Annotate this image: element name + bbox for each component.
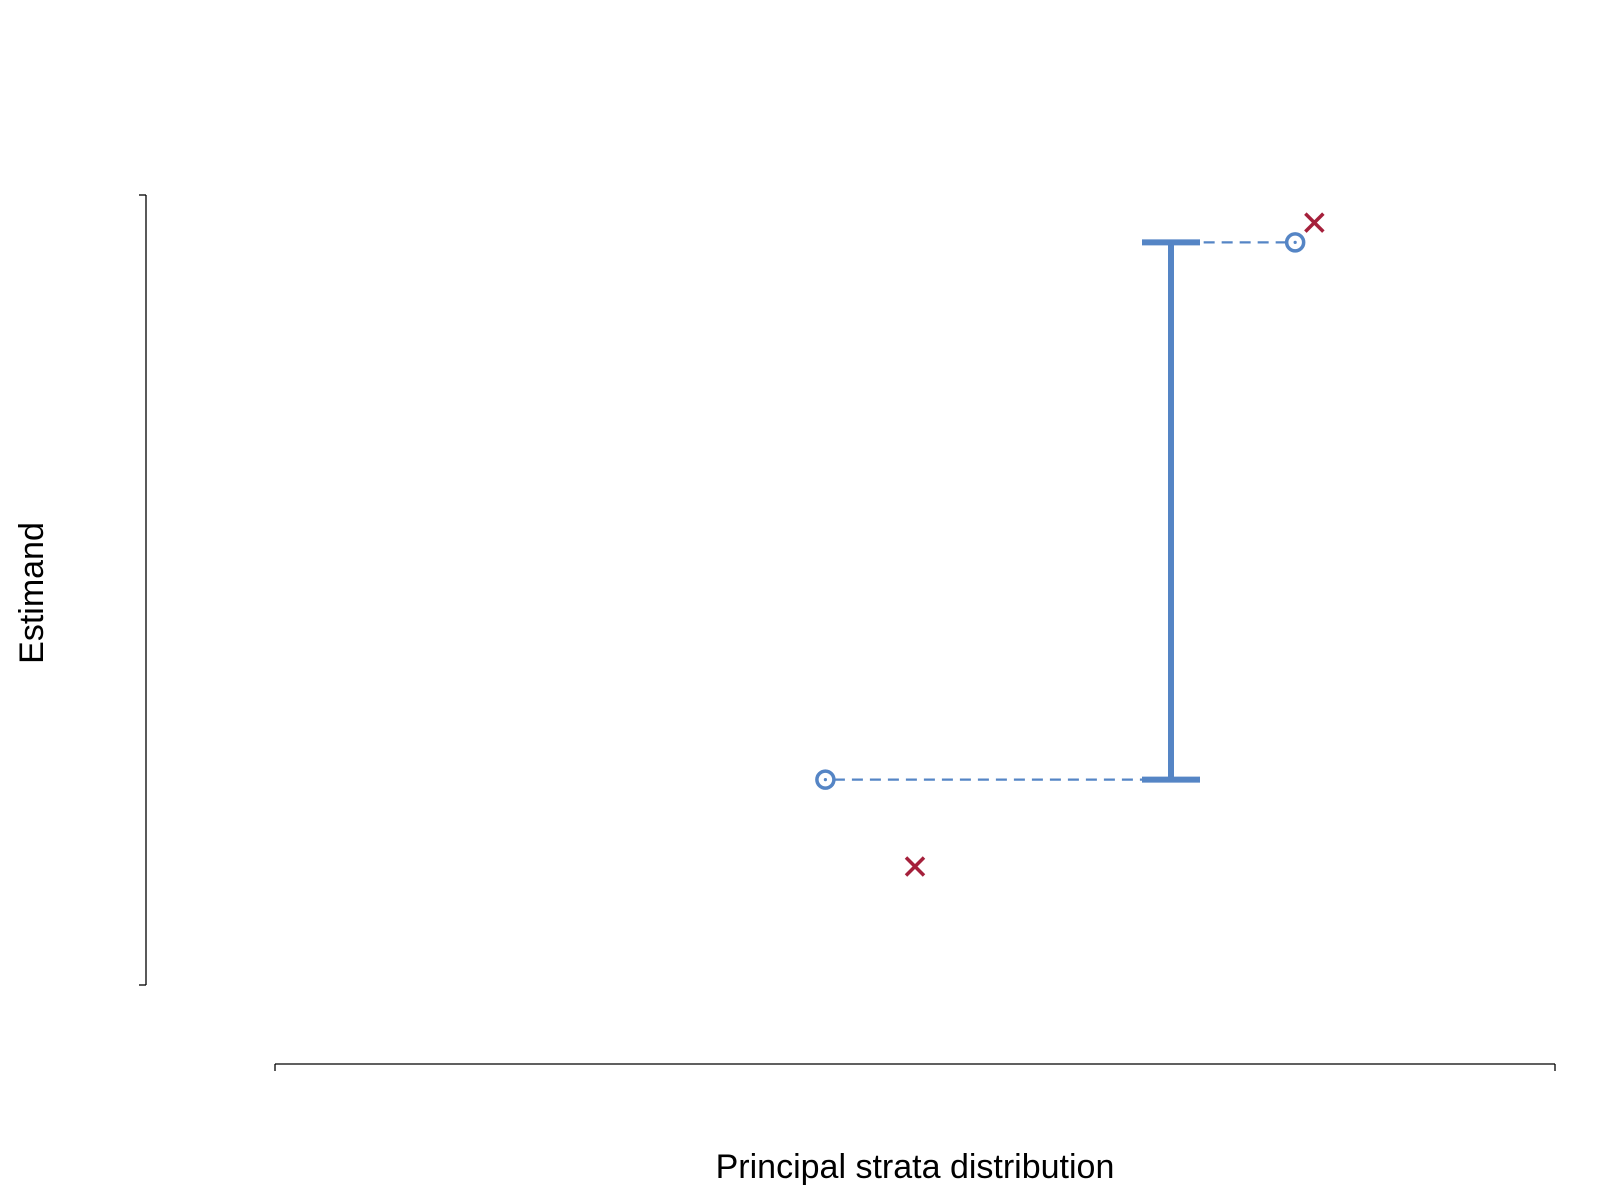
x-axis [274,1063,1556,1071]
true-point-1 [904,856,926,877]
bound-point-dot-2 [1293,240,1297,244]
x-axis-label: Principal strata distribution [716,1148,1115,1186]
y-axis [139,194,147,986]
chart-marks [815,212,1325,877]
bound-point-dot-1 [823,778,828,782]
true-point-2 [1304,212,1325,233]
y-axis-label: Estimand [13,522,51,664]
